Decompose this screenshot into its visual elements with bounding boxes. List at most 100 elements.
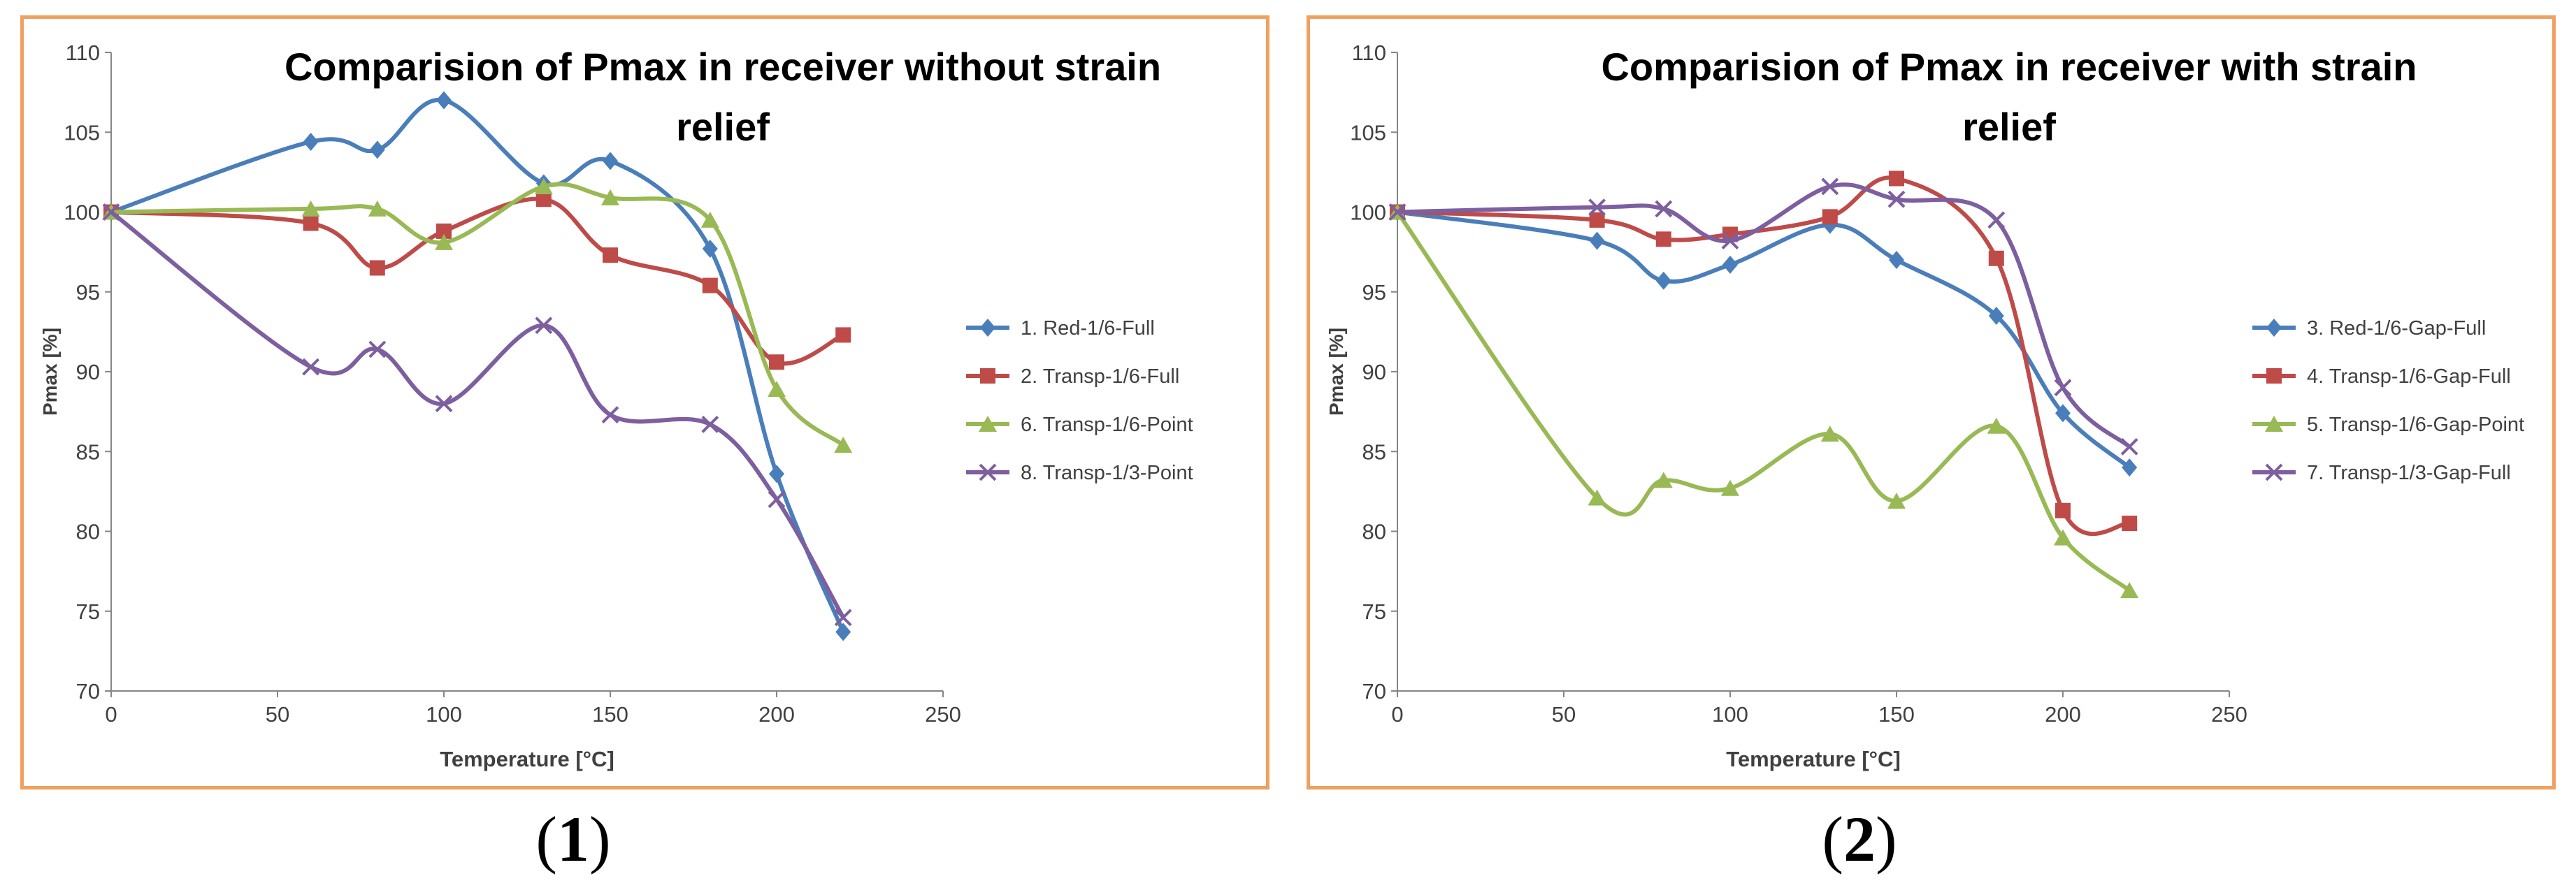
chart-1-series-1-point [702, 240, 718, 259]
chart-1-series-1-point [769, 465, 784, 483]
chart-1-legend-swatch-marker [979, 463, 997, 481]
chart-2-series-3-point [1887, 493, 1906, 509]
chart-1-title-line: Comparision of Pmax in receiver without … [285, 45, 1161, 89]
chart-2-x-axis-label: Temperature [°C] [1726, 747, 1901, 771]
chart-2-svg: 70 75 80 85 90 95 100 105 110 0 50 100 150 200 250 Temp… [1325, 41, 2524, 771]
chart-1-series-4-point [701, 415, 719, 433]
chart-2-series-2-line [1397, 175, 2130, 537]
chart-1-series-4 [102, 203, 852, 627]
chart-2-series-2-point [1655, 231, 1671, 247]
chart-1-series-2-line [110, 196, 844, 366]
chart-2-series-4-point [2120, 437, 2138, 456]
chart-1-legend-swatch-marker [980, 368, 995, 384]
chart-2-x-tick-label: 100 [1712, 702, 1748, 727]
chart-1-y-tick-label: 85 [76, 439, 100, 464]
chart-1-series-4-point [435, 395, 453, 413]
caption-1-number: 1 [557, 803, 589, 875]
chart-2-title-line: Comparision of Pmax in receiver with str… [1601, 45, 2417, 89]
chart-1-series-3-point [601, 189, 619, 205]
chart-1-y-tick-label: 80 [76, 520, 100, 544]
chart-2-series-2-point [1889, 170, 1904, 187]
chart-1-x-tick-label: 250 [925, 702, 961, 727]
chart-1-svg: 70 75 80 85 90 95 100 105 110 0 50 100 150 200 250 Temp… [39, 41, 1193, 771]
chart-2-series-2-point [2122, 516, 2138, 532]
caption-1: (1) [468, 802, 678, 876]
chart-1-x-tick-label: 200 [758, 702, 795, 727]
chart-1-series-1-point [303, 132, 319, 151]
chart-2-y-tick-label: 70 [1362, 679, 1386, 704]
chart-2-legend-swatch-marker [2266, 319, 2282, 337]
chart-2-legend-swatch-marker [2266, 368, 2282, 384]
chart-2-y-tick-label: 110 [1352, 41, 1386, 65]
chart-2-series-1-point [1589, 231, 1605, 250]
chart-1-y-tick-label: 110 [66, 41, 100, 65]
chart-2-x-tick-label: 50 [1552, 702, 1576, 727]
chart-1-y-tick-label: 105 [64, 120, 100, 145]
chart-2-series-1-point [1722, 255, 1738, 274]
chart-panel-1: 70 75 80 85 90 95 100 105 110 0 50 100 150 200 250 Temp… [20, 15, 1269, 789]
chart-2-y-tick-label: 95 [1362, 280, 1386, 305]
chart-1-series-3-point [834, 437, 853, 453]
chart-1-title-line: relief [676, 105, 770, 149]
chart-2-series-3-point [1820, 425, 1839, 442]
chart-1-legend-label: 6. Transp-1/6-Point [1021, 414, 1193, 436]
chart-1-y-tick-label: 90 [76, 360, 100, 384]
chart-1-legend-label: 8. Transp-1/3-Point [1021, 462, 1193, 484]
chart-2-series-1-point [1889, 251, 1904, 270]
chart-1-y-tick-label: 95 [76, 280, 100, 305]
caption-2-open: ( [1822, 803, 1843, 875]
chart-2-legend-label: 7. Transp-1/3-Gap-Full [2307, 462, 2511, 484]
chart-2-legend-swatch-marker [2265, 463, 2283, 481]
chart-2-series-3-point [1721, 479, 1739, 496]
chart-2-series-1-point [2055, 404, 2071, 423]
chart-1-series-4-point [834, 609, 852, 627]
chart-1-legend-label: 1. Red-1/6-Full [1021, 317, 1155, 340]
chart-1-legend-swatch-marker [980, 319, 995, 337]
chart-1-series-4-point [535, 316, 553, 335]
chart-1-y-axis-label: Pmax [%] [39, 328, 61, 416]
chart-1-series-4-line [110, 210, 845, 619]
chart-2-series-4 [1388, 177, 2138, 456]
chart-2-series-4-point [1821, 177, 1839, 196]
caption-1-open: ( [535, 803, 557, 875]
chart-1-series-2-point [436, 223, 452, 239]
chart-1-series-2-point [303, 215, 319, 231]
chart-1-series-2-point [603, 247, 618, 263]
chart-1-series-3-point [768, 381, 786, 398]
chart-2-series-1-point [1655, 271, 1671, 290]
chart-2-legend-swatch-marker [2265, 416, 2283, 432]
chart-2-series-2-point [2055, 502, 2071, 518]
chart-1-series-2-point [535, 191, 552, 208]
chart-2-series-3-point [1588, 489, 1606, 506]
chart-1-series-4-point [302, 358, 320, 376]
chart-1-x-tick-label: 50 [266, 702, 289, 727]
chart-2-y-axis-label: Pmax [%] [1325, 328, 1347, 416]
chart-1-series-1-point [369, 140, 385, 159]
chart-2-y-tick-label: 105 [1350, 120, 1386, 145]
chart-2-series-2-point [1822, 209, 1838, 225]
chart-1-series-4-point [768, 490, 786, 509]
chart-1-series-1-point [603, 152, 618, 170]
chart-2-series-4-point [1887, 190, 1906, 208]
chart-2-series-4-point [1987, 211, 2006, 229]
chart-panel-2: 70 75 80 85 90 95 100 105 110 0 50 100 150 200 250 Temp… [1307, 15, 2556, 789]
chart-1-series-2-point [769, 354, 784, 370]
chart-2-series-3-line [1395, 210, 2131, 592]
chart-1-series-1-point [835, 623, 851, 641]
chart-2-series-4-point [1588, 198, 1606, 217]
chart-1-legend-label: 2. Transp-1/6-Full [1021, 365, 1179, 388]
chart-2-y-tick-label: 100 [1350, 201, 1386, 225]
chart-2-legend-label: 5. Transp-1/6-Gap-Point [2307, 414, 2524, 436]
chart-2-x-tick-label: 0 [1391, 702, 1403, 727]
chart-2-series-3-point [1654, 472, 1673, 488]
caption-2: (2) [1755, 802, 1964, 876]
chart-2-y-tick-label: 80 [1362, 520, 1386, 544]
chart-1-series-3-point [700, 211, 719, 228]
chart-2-x-tick-label: 200 [2045, 702, 2081, 727]
chart-2-title-line: relief [1962, 105, 2056, 149]
chart-2-series-3-point [2054, 529, 2072, 546]
chart-1-series-4-point [368, 340, 387, 358]
chart-2-y-tick-label: 75 [1362, 599, 1386, 624]
chart-1-legend-swatch-marker [979, 416, 997, 432]
chart-1-series-2-point [702, 277, 718, 293]
